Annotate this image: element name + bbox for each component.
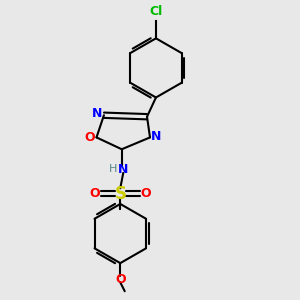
Text: Cl: Cl <box>149 4 163 18</box>
Text: O: O <box>85 131 95 144</box>
Text: O: O <box>140 187 151 200</box>
Text: H: H <box>109 164 117 174</box>
Text: S: S <box>114 184 126 202</box>
Text: N: N <box>152 130 162 143</box>
Text: N: N <box>118 163 128 176</box>
Text: O: O <box>90 187 100 200</box>
Text: O: O <box>115 273 126 286</box>
Text: N: N <box>92 107 103 120</box>
